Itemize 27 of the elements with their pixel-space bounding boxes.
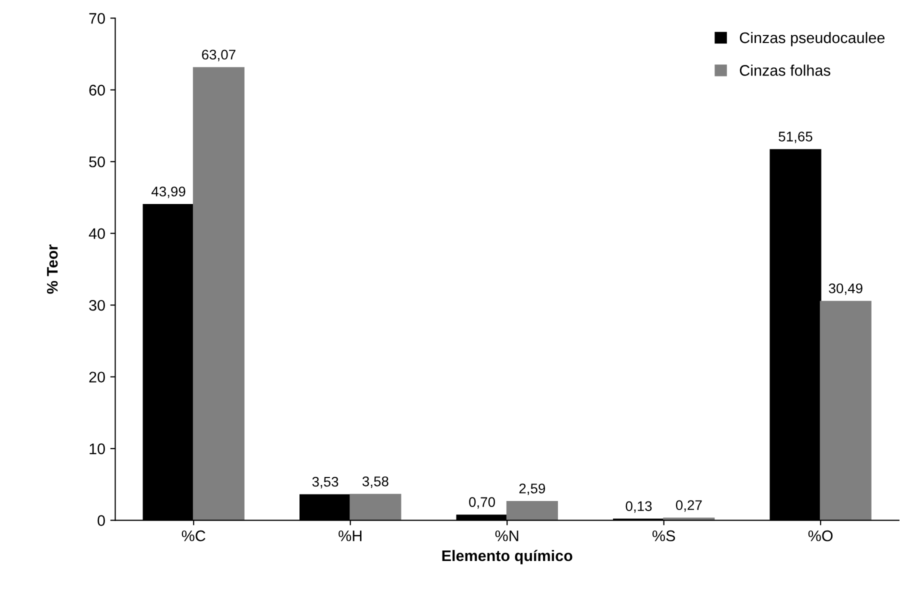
y-tick-label: 60 — [89, 84, 105, 96]
x-tick-label: %O — [808, 530, 833, 542]
data-label: 63,07 — [202, 50, 236, 62]
data-label: 3,53 — [312, 476, 338, 488]
x-tick-label: %N — [495, 530, 518, 542]
data-label: 43,99 — [151, 186, 186, 198]
y-tick-label: 10 — [90, 443, 105, 454]
data-label: 30,49 — [828, 283, 862, 295]
y-tick-label: 50 — [89, 156, 105, 168]
y-tick-label: 30 — [89, 300, 105, 311]
y-tick-label: 20 — [89, 372, 105, 383]
data-label: 3,58 — [362, 476, 388, 488]
x-tick-label: %H — [338, 530, 362, 542]
data-label: 0,13 — [626, 501, 652, 513]
legend-label: Cinzas folhas — [740, 64, 830, 76]
y-tick-label: 0 — [98, 515, 105, 526]
y-tick-label: 70 — [89, 13, 105, 24]
data-label: 2,59 — [519, 484, 546, 496]
y-tick-label: 40 — [88, 228, 105, 240]
data-label: 0,27 — [676, 500, 702, 512]
x-axis-title: Elemento químico — [442, 550, 572, 564]
x-tick-label: %C — [182, 530, 206, 542]
data-label: 0,70 — [469, 497, 495, 509]
legend-label: Cinzas pseudocaulee — [740, 32, 885, 46]
data-label: 51,65 — [778, 132, 812, 144]
x-tick-label: %S — [652, 530, 676, 542]
y-axis-title: % Teor — [46, 244, 58, 294]
